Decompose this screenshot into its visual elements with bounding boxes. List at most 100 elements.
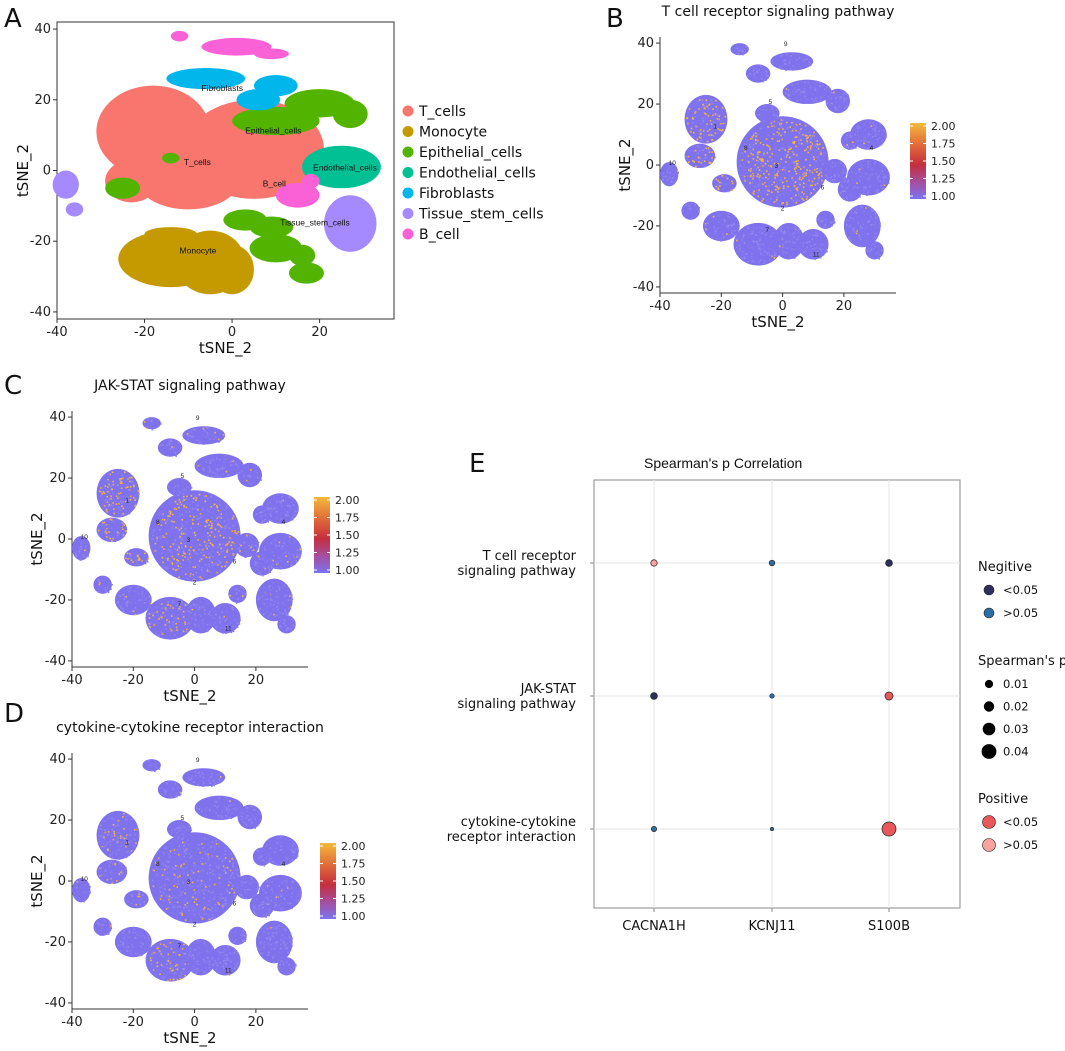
panel-a-cluster-tsne: T_cells Monocyte Epithelial_cells Endotheli…: [14, 21, 544, 358]
xtick: -40: [649, 299, 670, 314]
e-legend-positive-label: >0.05: [1003, 838, 1038, 852]
correlation-dot: [881, 821, 897, 837]
ytick: 20: [49, 471, 66, 486]
ytick: -40: [45, 654, 66, 669]
ytick: 40: [637, 36, 654, 51]
a-legend-swatch-T_cells: [402, 105, 414, 117]
e-row-label: signaling pathway: [457, 564, 576, 579]
tsne-island: [145, 596, 195, 640]
cluster-number: 6: [233, 558, 237, 565]
a-legend-swatch-Epithelial_cells: [402, 146, 414, 158]
e-legend-positive-swatch: [982, 815, 996, 829]
colorbar-tick: 1.25: [931, 173, 956, 186]
cluster-label-Monocyte: Monocyte: [180, 246, 217, 256]
ytick: 40: [49, 752, 66, 767]
cluster-blob-Tissue_stem_cells: [52, 170, 79, 199]
cluster-number: 2: [781, 206, 785, 213]
cluster-number: 7: [177, 601, 181, 608]
x-axis-label: tSNE_2: [163, 687, 216, 706]
cluster-number: 4: [282, 861, 286, 868]
e-row-label: JAK-STAT: [520, 682, 576, 697]
a-ytick: 40: [34, 22, 51, 37]
xtick: -20: [123, 673, 144, 688]
e-legend-negative-title: Negitive: [978, 560, 1032, 575]
correlation-dot: [650, 692, 658, 700]
xtick: -20: [711, 299, 732, 314]
e-legend-size-label: 0.03: [1003, 722, 1029, 736]
tsne-island: [96, 859, 128, 885]
xtick: 0: [778, 299, 786, 314]
cluster-blob-Epithelial_cells: [288, 244, 316, 266]
cluster-label-Fibroblasts: Fibroblasts: [201, 83, 243, 93]
a-legend-label-Fibroblasts: Fibroblasts: [419, 186, 494, 202]
a-legend-swatch-Fibroblasts: [402, 187, 414, 199]
tsne-island: [865, 241, 884, 260]
cluster-number: 2: [193, 922, 197, 929]
cluster-label-Endothelial_cells: Endothelial_cells: [313, 163, 377, 173]
cluster-blob-Epithelial_cells: [249, 216, 294, 238]
colorbar: [320, 843, 336, 919]
ytick: 0: [58, 532, 66, 547]
cluster-number: 2: [193, 580, 197, 587]
xtick: 20: [836, 299, 853, 314]
ytick: -20: [45, 593, 66, 608]
tsne-island: [770, 52, 814, 71]
cluster-number: 6: [233, 900, 237, 907]
ytick: 0: [58, 874, 66, 889]
a-legend-label-Epithelial_cells: Epithelial_cells: [419, 145, 522, 161]
colorbar: [314, 497, 330, 573]
cluster-blob-B_cell: [201, 37, 272, 56]
cluster-blob-Endothelial_cells: [302, 145, 381, 189]
colorbar-tick: 1.50: [335, 529, 360, 542]
xtick: -40: [61, 1015, 82, 1030]
ytick: 20: [49, 813, 66, 828]
colorbar-tick: 2.00: [335, 494, 360, 507]
tsne-island: [684, 143, 716, 169]
colorbar-tick: 2.00: [341, 840, 366, 853]
correlation-dot: [768, 559, 776, 567]
e-legend-positive-title: Positive: [978, 792, 1028, 807]
ytick: -20: [45, 935, 66, 950]
tsne-island: [255, 578, 293, 622]
cluster-blob-Tissue_stem_cells: [323, 195, 377, 252]
cluster-number: 4: [282, 519, 286, 526]
cluster-number: 11: [225, 625, 232, 632]
cluster-label-B_cell: B_cell: [263, 178, 286, 188]
cluster-blob-B_cell: [302, 174, 320, 189]
tsne-island: [167, 820, 192, 839]
xtick: 20: [248, 1015, 265, 1030]
e-legend-negative-label: >0.05: [1003, 606, 1038, 620]
ytick: -40: [633, 280, 654, 295]
e-legend-positive-label: <0.05: [1003, 815, 1038, 829]
cluster-number: 11: [225, 967, 232, 974]
cluster-blob-Epithelial_cells: [105, 177, 141, 199]
a-legend-swatch-Tissue_stem_cells: [402, 208, 414, 219]
ytick: 0: [646, 158, 654, 173]
panel-b-tcr-tsne: 1 2 3 4 5 6 7 8 9 10 11 -40 -20 0 20 40 20 0 -20 -40 T cell …: [616, 4, 956, 332]
cluster-number: 3: [187, 879, 191, 886]
e-title: Spearman's p Correlation: [644, 455, 802, 471]
cluster-number: 9: [196, 415, 200, 422]
tsne-island: [797, 229, 829, 260]
a-legend-label-T_cells: T_cells: [418, 104, 466, 120]
xtick: 0: [190, 673, 198, 688]
e-legend-size-swatch: [984, 679, 994, 689]
a-xtick: -40: [46, 325, 67, 340]
tsne-island: [96, 810, 140, 860]
tsne-island: [124, 548, 149, 567]
cluster-label-Tissue_stem_cells: Tissue_stem_cells: [280, 217, 350, 227]
cluster-number: 8: [744, 145, 748, 152]
cluster-blob-Fibroblasts: [166, 67, 246, 90]
cluster-number: 3: [187, 537, 191, 544]
tsne-island: [702, 210, 740, 242]
tsne-island: [277, 615, 296, 634]
cluster-number: 10: [81, 534, 89, 541]
panel-title: cytokine-cytokine receptor interaction: [56, 720, 324, 736]
xtick: -40: [61, 673, 82, 688]
colorbar-tick: 1.25: [335, 547, 360, 560]
e-col-label: KCNJ11: [749, 919, 796, 934]
tsne-island: [157, 780, 183, 799]
a-legend-swatch-Monocyte: [402, 126, 414, 137]
